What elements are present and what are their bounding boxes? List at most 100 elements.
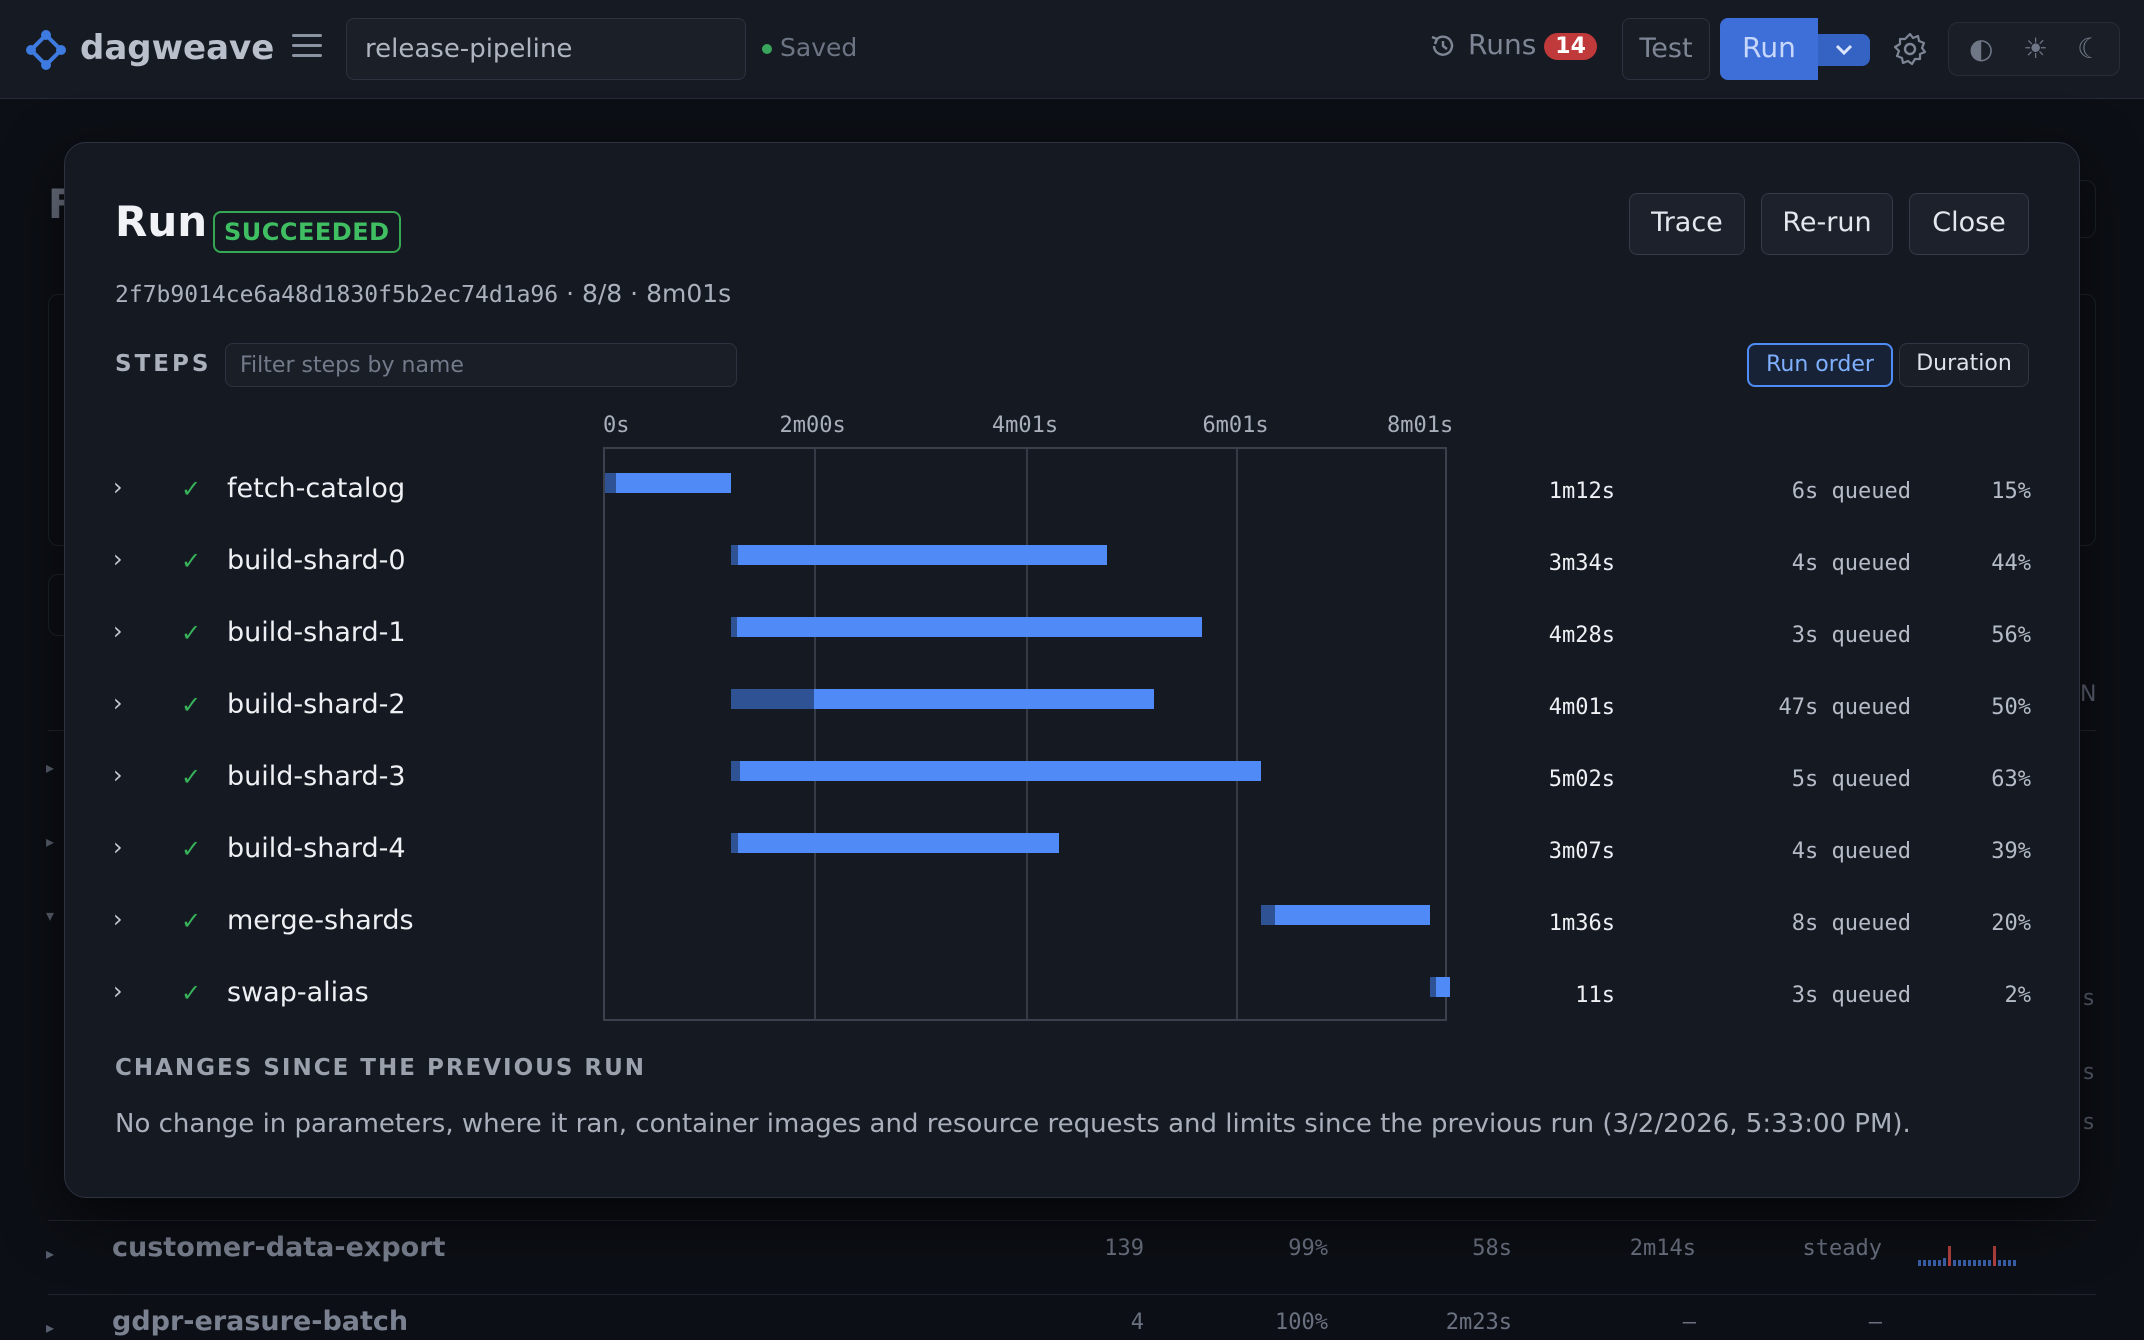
run-meta: 2f7b9014ce6a48d1830f5b2ec74d1a96 · 8/8 ·… (115, 279, 731, 308)
step-percent: 63% (1991, 767, 2031, 792)
gantt-queued-bar (605, 473, 616, 493)
changes-text: No change in parameters, where it ran, c… (115, 1109, 1911, 1139)
meta-separator: · (630, 279, 639, 308)
step-duration: 3m34s (1548, 551, 1615, 576)
steps-done: 8/8 (581, 279, 623, 308)
changes-heading: CHANGES SINCE THE PREVIOUS RUN (115, 1055, 647, 1081)
step-row[interactable]: › ✓ build-shard-2 4m01s 47s queued 50% (65, 675, 2081, 747)
step-name: build-shard-1 (227, 617, 406, 648)
step-duration: 11s (1575, 983, 1615, 1008)
step-queued-time: 5s queued (1791, 767, 1911, 792)
axis-tick-label: 2m00s (779, 413, 846, 438)
trace-button[interactable]: Trace (1629, 193, 1745, 255)
p50-cell: 58s (1472, 1236, 1512, 1261)
succeeded-check-icon: ✓ (181, 979, 202, 1007)
step-percent: 15% (1991, 479, 2031, 504)
gantt-run-bar[interactable] (1435, 977, 1450, 997)
gantt-run-bar[interactable] (738, 545, 1107, 565)
axis-tick-label: 0s (603, 413, 630, 438)
success-cell: 99% (1288, 1236, 1328, 1261)
pipeline-name[interactable]: customer-data-export (112, 1232, 446, 1263)
sparkline (1918, 1246, 2016, 1266)
step-queued-time: 3s queued (1791, 623, 1911, 648)
expand-row-icon[interactable]: ▸ (46, 1318, 55, 1337)
background-expand-icon[interactable]: ▸ (46, 832, 55, 851)
menu-icon[interactable] (292, 34, 322, 64)
axis-tick-label: 8m01s (1387, 413, 1454, 438)
p95-cell: 2m14s (1629, 1236, 1696, 1261)
gantt-queued-bar (731, 617, 738, 637)
test-button[interactable]: Test (1622, 18, 1710, 80)
gridline (1236, 449, 1239, 1019)
step-queued-time: 8s queued (1791, 911, 1911, 936)
run-options-button[interactable] (1818, 34, 1870, 66)
close-button[interactable]: Close (1909, 193, 2029, 255)
expand-step-icon[interactable]: › (113, 689, 123, 717)
run-button[interactable]: Run (1720, 18, 1818, 80)
step-name: fetch-catalog (227, 473, 406, 504)
table-row[interactable]: ▸ gdpr-erasure-batch 4 100% 2m23s — — (0, 1296, 2144, 1340)
step-row[interactable]: › ✓ build-shard-0 3m34s 4s queued 44% (65, 531, 2081, 603)
steps-section-label: STEPS (115, 351, 212, 377)
run-id: 2f7b9014ce6a48d1830f5b2ec74d1a96 (115, 282, 559, 308)
gantt-run-bar[interactable] (737, 617, 1203, 637)
gantt-run-bar[interactable] (1275, 905, 1430, 925)
gridline (1025, 449, 1028, 1019)
step-row[interactable]: › ✓ fetch-catalog 1m12s 6s queued 15% (65, 459, 2081, 531)
expand-step-icon[interactable]: › (113, 545, 123, 573)
pipeline-name[interactable]: gdpr-erasure-batch (112, 1306, 409, 1337)
theme-auto-icon[interactable]: ◐ (1969, 32, 1994, 65)
p50-cell: 2m23s (1445, 1310, 1512, 1335)
table-row[interactable]: ▸ customer-data-export 139 99% 58s 2m14s… (0, 1222, 2144, 1292)
step-queued-time: 6s queued (1791, 479, 1911, 504)
expand-step-icon[interactable]: › (113, 833, 123, 861)
settings-gear-icon[interactable] (1892, 31, 1928, 67)
step-queued-time: 4s queued (1791, 551, 1911, 576)
succeeded-check-icon: ✓ (181, 475, 202, 503)
expand-step-icon[interactable]: › (113, 761, 123, 789)
theme-dark-icon[interactable]: ☾ (2077, 32, 2103, 65)
app-name: dagweave (80, 28, 275, 68)
gantt-queued-bar (731, 689, 814, 709)
step-row[interactable]: › ✓ build-shard-3 5m02s 5s queued 63% (65, 747, 2081, 819)
step-duration: 1m36s (1548, 911, 1615, 936)
expand-step-icon[interactable]: › (113, 617, 123, 645)
gantt-run-bar[interactable] (813, 689, 1155, 709)
step-name: build-shard-2 (227, 689, 406, 720)
expand-step-icon[interactable]: › (113, 977, 123, 1005)
expand-step-icon[interactable]: › (113, 905, 123, 933)
background-expand-icon[interactable]: ▸ (46, 758, 55, 777)
sort-duration-button[interactable]: Duration (1899, 343, 2029, 387)
background-collapse-icon[interactable]: ▾ (46, 906, 55, 925)
expand-row-icon[interactable]: ▸ (46, 1244, 55, 1263)
gantt-run-bar[interactable] (740, 761, 1262, 781)
gantt-run-bar[interactable] (615, 473, 732, 493)
axis-tick-label: 6m01s (1202, 413, 1269, 438)
step-row[interactable]: › ✓ build-shard-4 3m07s 4s queued 39% (65, 819, 2081, 891)
step-row[interactable]: › ✓ build-shard-1 4m28s 3s queued 56% (65, 603, 2081, 675)
rerun-button[interactable]: Re-run (1761, 193, 1893, 255)
step-duration: 4m01s (1548, 695, 1615, 720)
runs-button[interactable]: Runs 14 (1428, 28, 1597, 68)
expand-step-icon[interactable]: › (113, 473, 123, 501)
trend-cell: steady (1802, 1236, 1882, 1261)
step-percent: 2% (2004, 983, 2032, 1008)
filter-steps-input[interactable] (225, 343, 737, 387)
gantt-queued-bar (731, 833, 739, 853)
sort-run-order-button[interactable]: Run order (1747, 343, 1893, 387)
succeeded-check-icon: ✓ (181, 763, 202, 791)
gantt-run-bar[interactable] (738, 833, 1060, 853)
step-name: build-shard-4 (227, 833, 406, 864)
save-status-label: Saved (780, 33, 858, 62)
run-status-badge: SUCCEEDED (213, 211, 401, 253)
step-name: merge-shards (227, 905, 414, 936)
step-row[interactable]: › ✓ swap-alias 11s 3s queued 2% (65, 963, 2081, 1035)
theme-light-icon[interactable]: ☀ (2023, 32, 2049, 65)
pipeline-name-input[interactable] (346, 18, 746, 80)
succeeded-check-icon: ✓ (181, 619, 202, 647)
save-status: Saved (762, 33, 857, 62)
step-row[interactable]: › ✓ merge-shards 1m36s 8s queued 20% (65, 891, 2081, 963)
step-name: build-shard-0 (227, 545, 406, 576)
gantt-queued-bar (1429, 977, 1436, 997)
